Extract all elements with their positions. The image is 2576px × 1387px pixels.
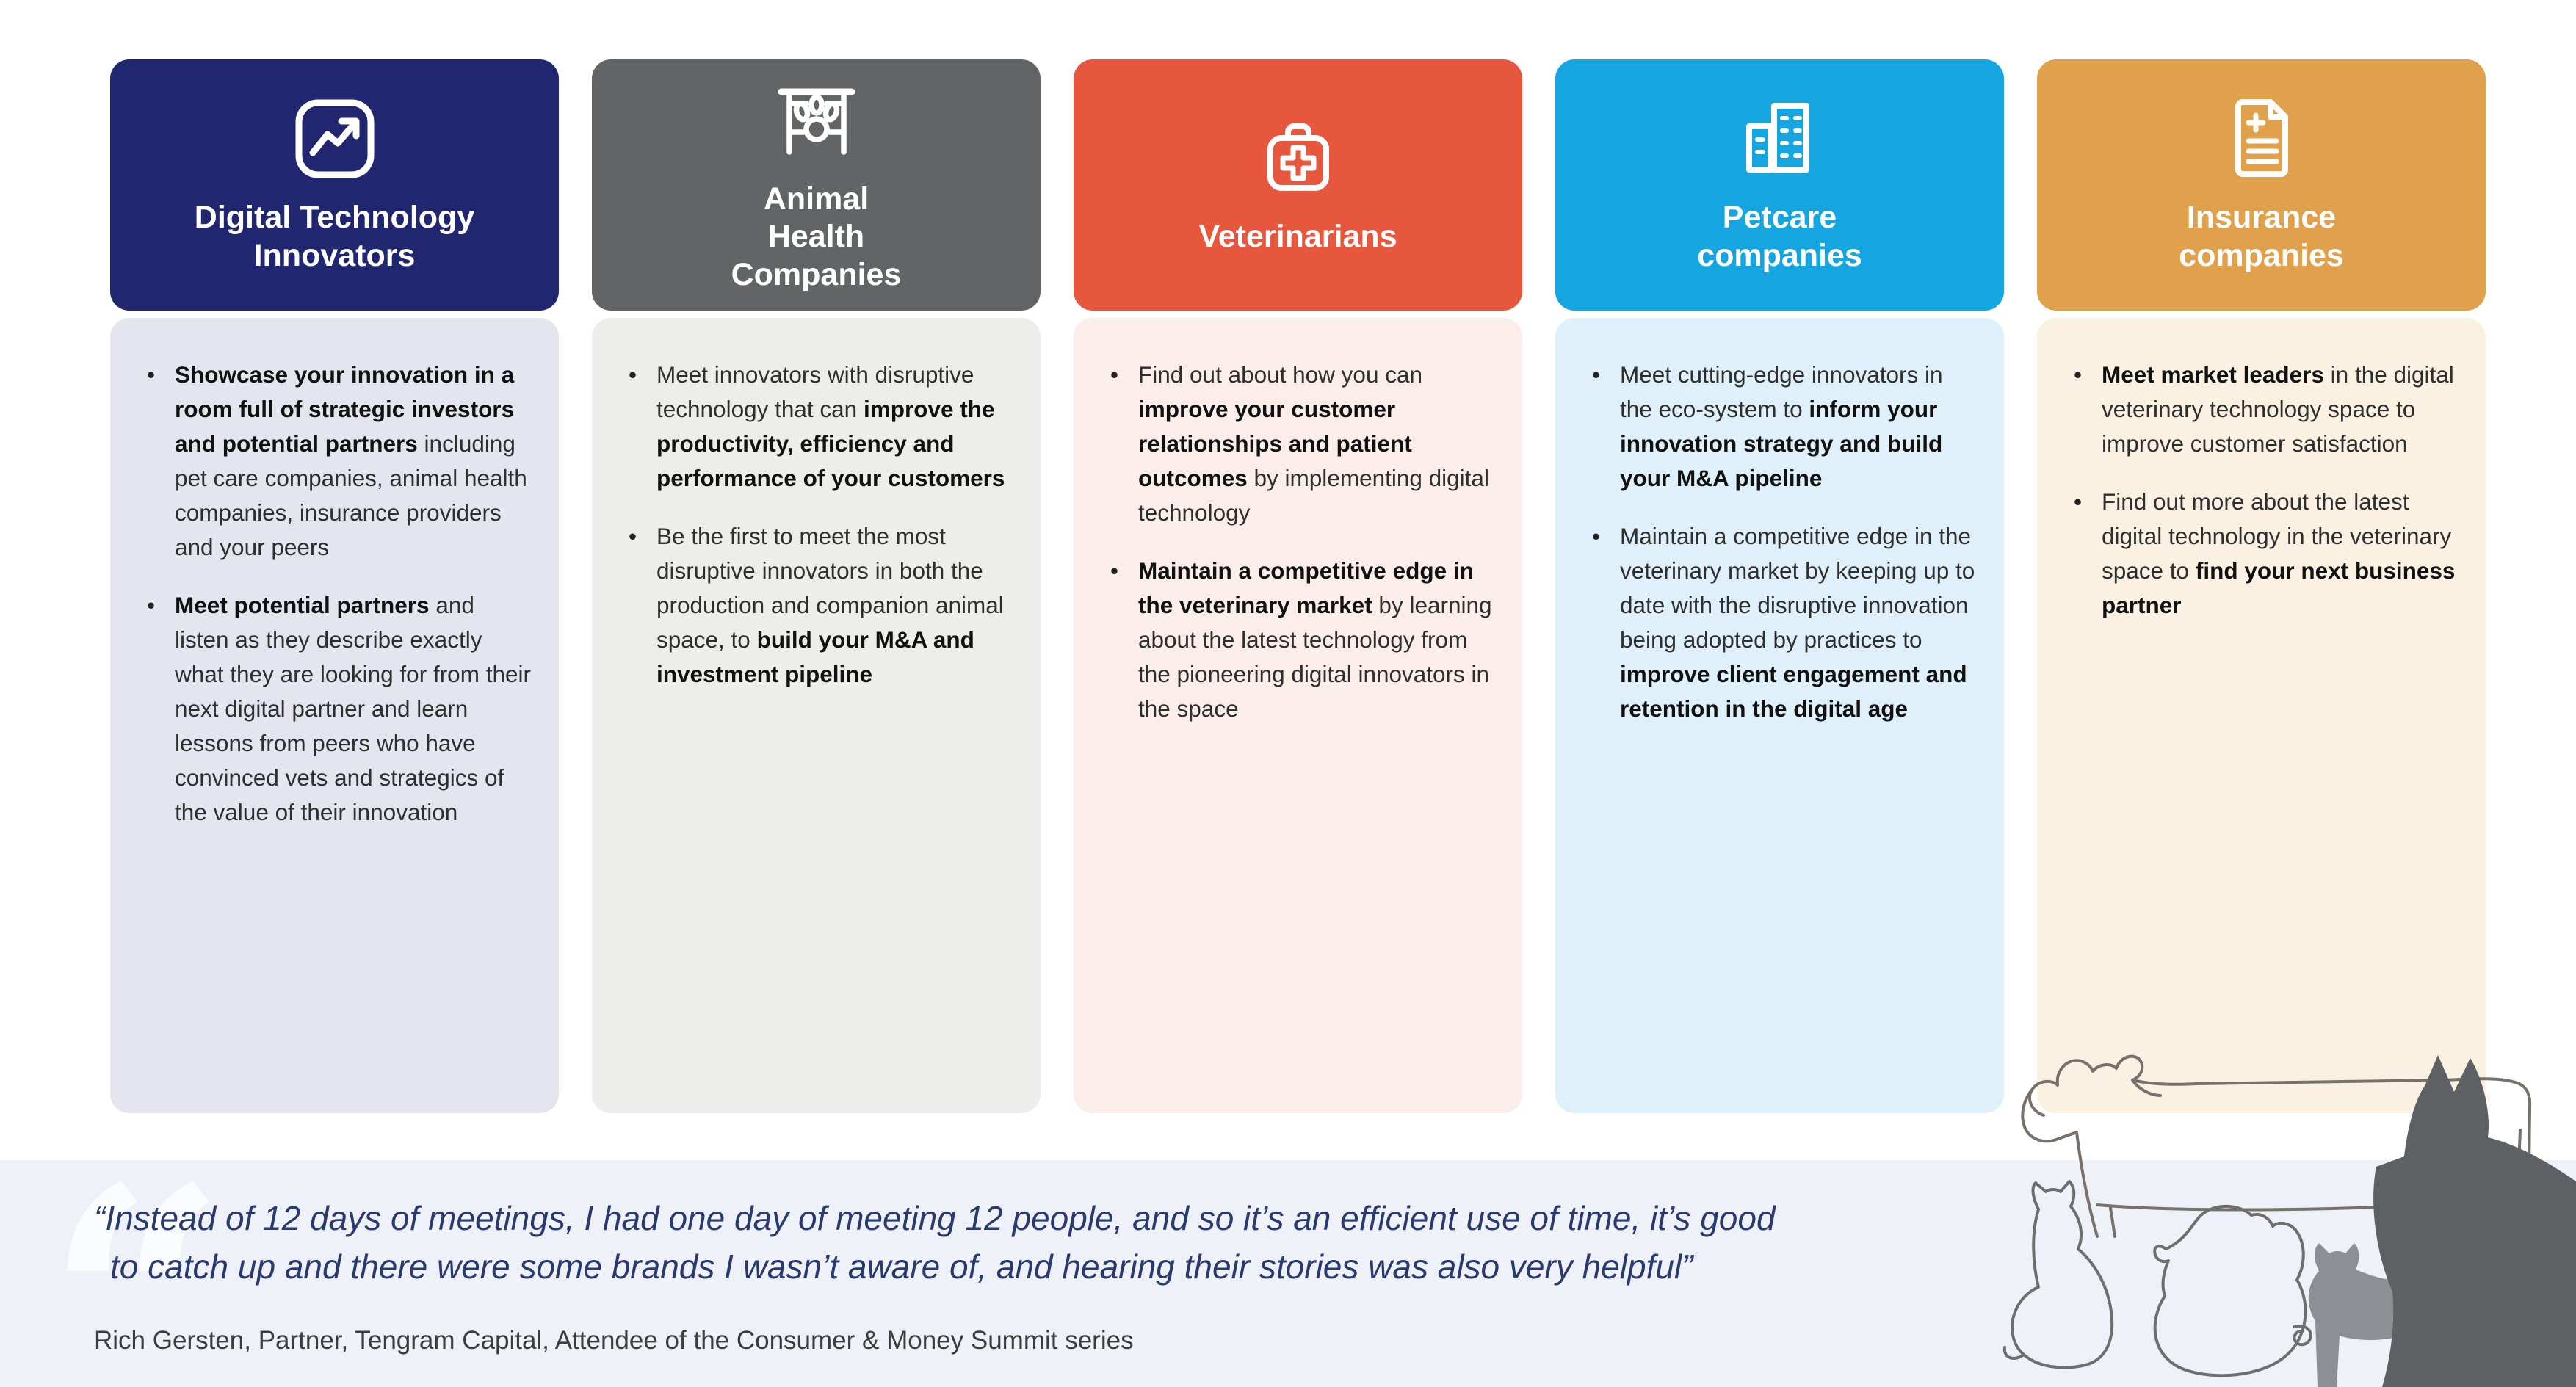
quote-line: to catch up and there were some brands I… xyxy=(110,1247,1693,1286)
card-veterinarians: Veterinarians Find out about how you can… xyxy=(1074,59,1522,1113)
bullet-item: Showcase your innovation in a room full … xyxy=(144,358,532,565)
bullet-item: Maintain a competitive edge in the veter… xyxy=(1589,519,1978,726)
card-title: Animal Health Companies xyxy=(731,181,902,292)
card-title: Petcare companies xyxy=(1697,200,1862,273)
card-petcare-companies: Petcare companies Meet cutting-edge inno… xyxy=(1555,59,2004,1113)
card-animal-health-companies: Animal Health Companies Meet innovators … xyxy=(592,59,1041,1113)
card-digital-technology-innovators: Digital Technology Innovators Showcase y… xyxy=(110,59,559,1113)
quote-attribution: Rich Gersten, Partner, Tengram Capital, … xyxy=(94,1326,1134,1355)
bullet-item: Find out more about the latest digital t… xyxy=(2071,485,2459,623)
testimonial-band: “ “Instead of 12 days of meetings, I had… xyxy=(0,1160,2576,1387)
card-header: Digital Technology Innovators xyxy=(110,59,559,311)
card-body: Meet cutting-edge innovators in the eco-… xyxy=(1555,318,2004,1113)
card-header: Insurance companies xyxy=(2037,59,2486,311)
bullet-item: Maintain a competitive edge in the veter… xyxy=(1107,554,1496,726)
bullet-item: Meet market leaders in the digital veter… xyxy=(2071,358,2459,461)
card-title: Insurance companies xyxy=(2179,200,2344,273)
quote-line: “Instead of 12 days of meetings, I had o… xyxy=(94,1199,1776,1237)
card-insurance-companies: Insurance companies Meet market leaders … xyxy=(2037,59,2486,1113)
bullet-list: Meet cutting-edge innovators in the eco-… xyxy=(1589,358,1978,726)
bullet-item: Be the first to meet the most disruptive… xyxy=(626,519,1014,692)
bullet-list: Showcase your innovation in a room full … xyxy=(144,358,532,830)
bullet-list: Find out about how you can improve your … xyxy=(1107,358,1496,726)
dog-silhouette-illustration xyxy=(2373,1055,2576,1387)
card-title: Veterinarians xyxy=(1198,219,1397,255)
buildings-icon xyxy=(1736,95,1824,183)
trend-up-chart-icon xyxy=(291,95,379,183)
bullet-item: Meet innovators with disruptive technolo… xyxy=(626,358,1014,496)
document-plus-icon xyxy=(2218,95,2306,183)
bullet-list: Meet innovators with disruptive technolo… xyxy=(626,358,1014,692)
cat-outline-illustration xyxy=(2005,1181,2112,1368)
card-body: Showcase your innovation in a room full … xyxy=(110,318,559,1113)
testimonial-quote: “Instead of 12 days of meetings, I had o… xyxy=(94,1194,1776,1291)
card-body: Meet market leaders in the digital veter… xyxy=(2037,318,2486,1113)
first-aid-kit-icon xyxy=(1254,114,1342,202)
card-body: Find out about how you can improve your … xyxy=(1074,318,1522,1113)
bullet-item: Meet potential partners and listen as th… xyxy=(144,588,532,830)
audience-cards: Digital Technology Innovators Showcase y… xyxy=(110,59,2486,1113)
card-header: Animal Health Companies xyxy=(592,59,1041,311)
animal-illustrations xyxy=(1974,1013,2576,1387)
bullet-item: Find out about how you can improve your … xyxy=(1107,358,1496,530)
card-header: Veterinarians xyxy=(1074,59,1522,311)
bullet-list: Meet market leaders in the digital veter… xyxy=(2071,358,2459,623)
card-body: Meet innovators with disruptive technolo… xyxy=(592,318,1041,1113)
pig-outline-illustration xyxy=(2154,1206,2311,1375)
card-header: Petcare companies xyxy=(1555,59,2004,311)
bullet-item: Meet cutting-edge innovators in the eco-… xyxy=(1589,358,1978,496)
pet-crate-paw-icon xyxy=(773,76,861,164)
card-title: Digital Technology Innovators xyxy=(194,200,475,273)
